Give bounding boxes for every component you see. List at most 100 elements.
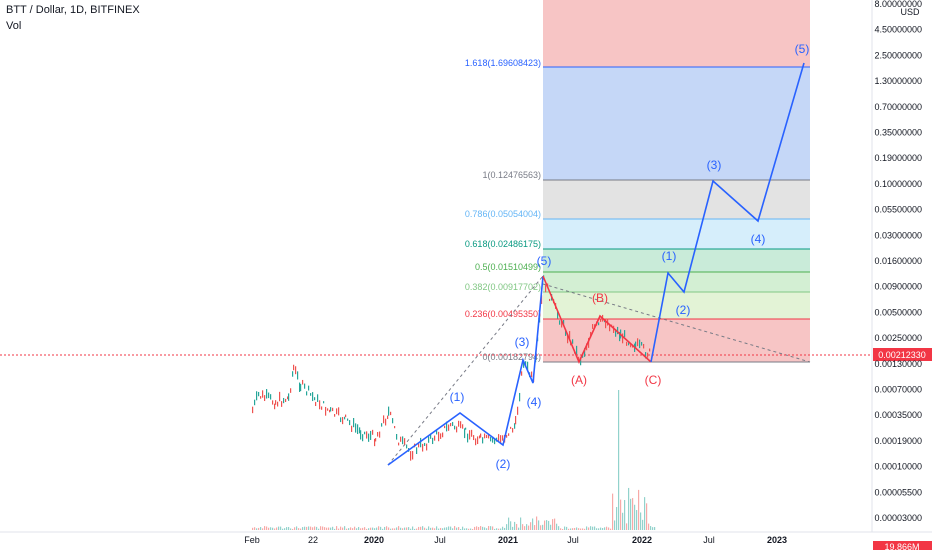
price-candle (600, 319, 602, 322)
time-tick-label: Jul (703, 535, 715, 545)
price-candle (392, 418, 394, 424)
price-candle (357, 424, 359, 435)
volume-bar (434, 528, 436, 530)
volume-bar (506, 524, 508, 530)
volume-bar (606, 526, 608, 530)
volume-bar (458, 527, 460, 530)
price-candle (605, 318, 607, 329)
price-candle (418, 442, 420, 448)
volume-bar (456, 527, 458, 530)
price-candle (519, 392, 521, 402)
price-candle (396, 433, 398, 440)
volume-bar (370, 527, 372, 530)
volume-bar (522, 524, 524, 530)
volume-bar (394, 528, 396, 530)
price-candle (635, 341, 637, 348)
price-candle (488, 433, 490, 439)
volume-bar (502, 526, 504, 530)
volume-bar (254, 527, 256, 530)
price-candle (609, 324, 611, 332)
volume-bar (472, 528, 474, 530)
volume-bar (346, 528, 348, 530)
volume-bar (414, 528, 416, 530)
price-candle (557, 310, 559, 319)
volume-bar (328, 527, 330, 530)
volume-bar (366, 528, 368, 530)
price-candle (494, 439, 496, 445)
price-candle (484, 433, 486, 439)
price-candle (637, 338, 639, 347)
time-tick-label: 2020 (364, 535, 384, 545)
volume-bar (258, 527, 260, 530)
price-candle (332, 407, 334, 412)
wave-label-b: (B) (592, 291, 608, 305)
volume-bar (520, 517, 522, 530)
price-candle (275, 400, 277, 405)
volume-bar (626, 523, 628, 530)
price-candle (394, 425, 396, 429)
volume-bar (448, 526, 450, 530)
price-candle (561, 319, 563, 328)
fib-label-1: 1(0.12476563) (482, 170, 541, 180)
price-candle (572, 339, 574, 344)
chart-title[interactable]: BTT / Dollar, 1D, BITFINEX (6, 4, 140, 16)
volume-bar (578, 528, 580, 530)
volume-bar (410, 528, 412, 530)
impulse-wave-2[interactable] (650, 62, 805, 363)
volume-bar (358, 526, 360, 530)
time-axis[interactable]: Feb 22 2020 Jul 2021 Jul 2022 Jul 2023 (0, 531, 932, 545)
volume-bar (536, 516, 538, 530)
wave-label-a: (A) (571, 373, 587, 387)
volume-bar (562, 528, 564, 530)
volume-bar (388, 527, 390, 530)
volume-bar (554, 518, 556, 530)
time-tick-label: Jul (567, 535, 579, 545)
price-candle (270, 394, 272, 400)
volume-bar (446, 527, 448, 530)
price-candle (410, 451, 412, 461)
price-tick-label: 0.01600000 (874, 256, 922, 266)
fib-label-236: 0.236(0.00495350) (465, 309, 541, 319)
price-candle (506, 434, 508, 438)
price-candle (521, 371, 523, 376)
price-candle (464, 428, 466, 439)
price-candle (565, 329, 567, 336)
volume-bars (252, 390, 656, 530)
volume-bar (440, 527, 442, 530)
volume-bar (566, 526, 568, 530)
volume-bar (334, 528, 336, 530)
price-tick-label: 0.00900000 (874, 282, 922, 292)
volume-bar (586, 526, 588, 530)
volume-bar (576, 527, 578, 530)
volume-bar (274, 528, 276, 530)
volume-bar (528, 525, 530, 530)
price-axis[interactable]: USD 0.00212330 19.866M 8.00000000 4.50000… (871, 0, 932, 550)
price-candle (420, 437, 422, 448)
price-tick-label: 0.19000000 (874, 153, 922, 163)
price-candle (372, 429, 374, 435)
volume-bar (450, 526, 452, 530)
price-candle (362, 434, 364, 442)
impulse-wave-1[interactable] (387, 275, 544, 466)
price-candle (549, 298, 551, 302)
fib-label-618: 0.618(0.02486175) (465, 239, 541, 249)
volume-bar (628, 487, 630, 530)
price-candle (426, 443, 428, 451)
volume-bar (550, 524, 552, 530)
price-candle (469, 430, 471, 440)
volume-bar (514, 521, 516, 530)
price-candle (462, 424, 464, 429)
volume-bar (300, 528, 302, 530)
volume-bar (614, 520, 616, 530)
correction-wave-abc[interactable] (542, 275, 652, 364)
price-candle (330, 407, 332, 412)
volume-bar (634, 504, 636, 530)
price-candle (283, 397, 285, 404)
price-candle (351, 425, 353, 432)
volume-bar (378, 526, 380, 530)
volume-bar (428, 526, 430, 530)
price-tick-label: 0.35000000 (874, 128, 922, 138)
volume-bar (480, 526, 482, 530)
volume-bar (326, 527, 328, 530)
